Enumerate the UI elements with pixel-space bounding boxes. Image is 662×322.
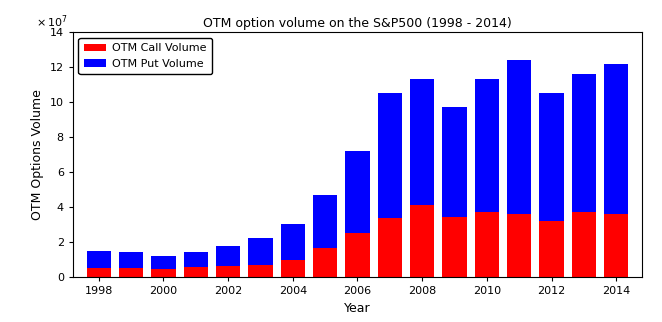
Bar <box>346 151 369 233</box>
Bar <box>216 266 240 277</box>
Bar <box>119 252 143 268</box>
Bar <box>507 214 532 277</box>
Bar <box>119 268 143 277</box>
X-axis label: Year: Year <box>344 301 371 315</box>
Bar <box>604 64 628 214</box>
Bar <box>378 218 402 277</box>
Bar <box>410 205 434 277</box>
Bar <box>183 267 208 277</box>
Bar <box>475 212 499 277</box>
Bar <box>572 74 596 212</box>
Bar <box>87 251 111 268</box>
Bar <box>248 239 273 265</box>
Bar <box>346 233 369 277</box>
Bar <box>378 92 402 218</box>
Bar <box>604 214 628 277</box>
Bar <box>540 221 564 277</box>
Bar <box>475 80 499 212</box>
Y-axis label: OTM Options Volume: OTM Options Volume <box>31 89 44 220</box>
Bar <box>248 265 273 277</box>
Bar <box>151 269 175 277</box>
Bar <box>216 246 240 266</box>
Bar <box>151 256 175 269</box>
Bar <box>507 60 532 214</box>
Bar <box>572 212 596 277</box>
Text: $\times\, 10^7$: $\times\, 10^7$ <box>36 13 68 30</box>
Bar <box>410 80 434 205</box>
Title: OTM option volume on the S&P500 (1998 - 2014): OTM option volume on the S&P500 (1998 - … <box>203 17 512 30</box>
Bar <box>183 252 208 267</box>
Bar <box>281 224 305 260</box>
Bar <box>87 268 111 277</box>
Bar <box>540 93 564 221</box>
Bar <box>442 217 467 277</box>
Bar <box>442 107 467 217</box>
Bar <box>313 195 337 248</box>
Bar <box>313 248 337 277</box>
Bar <box>281 260 305 277</box>
Legend: OTM Call Volume, OTM Put Volume: OTM Call Volume, OTM Put Volume <box>78 38 212 74</box>
